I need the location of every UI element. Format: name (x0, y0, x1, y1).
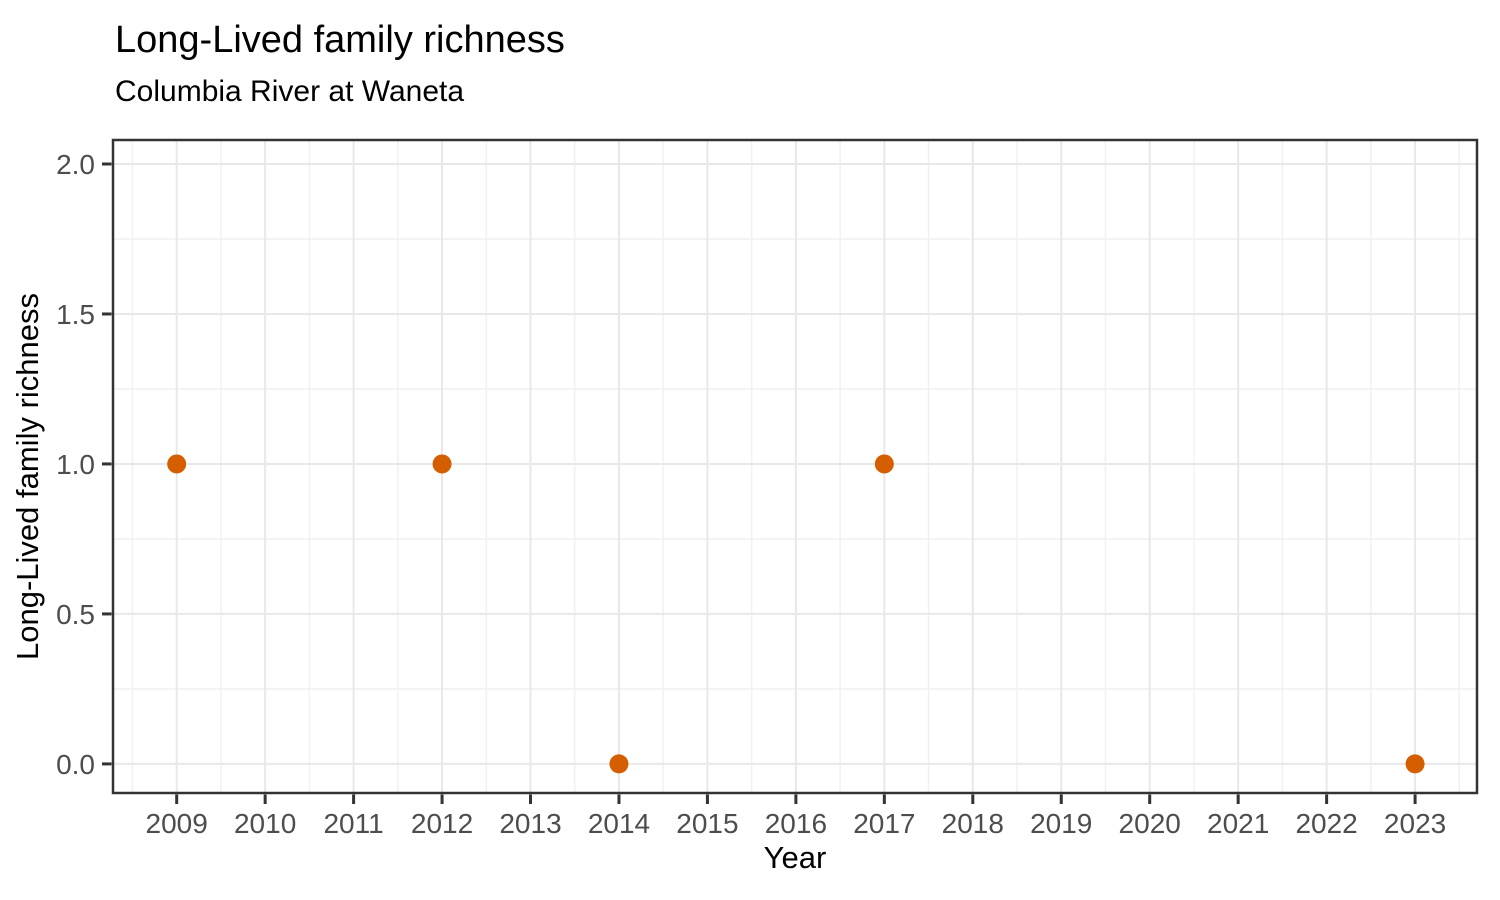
x-tick-label: 2017 (853, 808, 915, 839)
y-tick-label: 1.0 (56, 449, 95, 480)
y-tick-label: 2.0 (56, 149, 95, 180)
x-tick-label: 2014 (588, 808, 650, 839)
y-tick-label: 1.5 (56, 299, 95, 330)
x-tick-label: 2019 (1030, 808, 1092, 839)
data-point (1405, 754, 1425, 774)
x-tick-label: 2021 (1207, 808, 1269, 839)
chart-subtitle: Columbia River at Waneta (115, 75, 465, 108)
x-tick-label: 2010 (234, 808, 296, 839)
data-point (432, 454, 452, 474)
data-point (609, 754, 629, 774)
chart-title: Long-Lived family richness (115, 19, 565, 61)
x-tick-label: 2023 (1384, 808, 1446, 839)
x-tick-label: 2011 (323, 808, 383, 839)
x-axis-title: Year (764, 840, 827, 875)
y-tick-label: 0.5 (56, 599, 95, 630)
x-tick-label: 2015 (676, 808, 738, 839)
y-axis-title: Long-Lived family richness (10, 293, 45, 660)
x-tick-label: 2013 (499, 808, 561, 839)
x-tick-label: 2009 (146, 808, 208, 839)
panel-border (111, 138, 1479, 795)
y-tick-label: 0.0 (56, 749, 95, 780)
data-point (874, 454, 894, 474)
x-tick-label: 2020 (1119, 808, 1181, 839)
data-point (167, 454, 187, 474)
x-tick-label: 2018 (942, 808, 1004, 839)
x-tick-label: 2012 (411, 808, 473, 839)
x-tick-label: 2022 (1295, 808, 1357, 839)
x-tick-label: 2016 (765, 808, 827, 839)
